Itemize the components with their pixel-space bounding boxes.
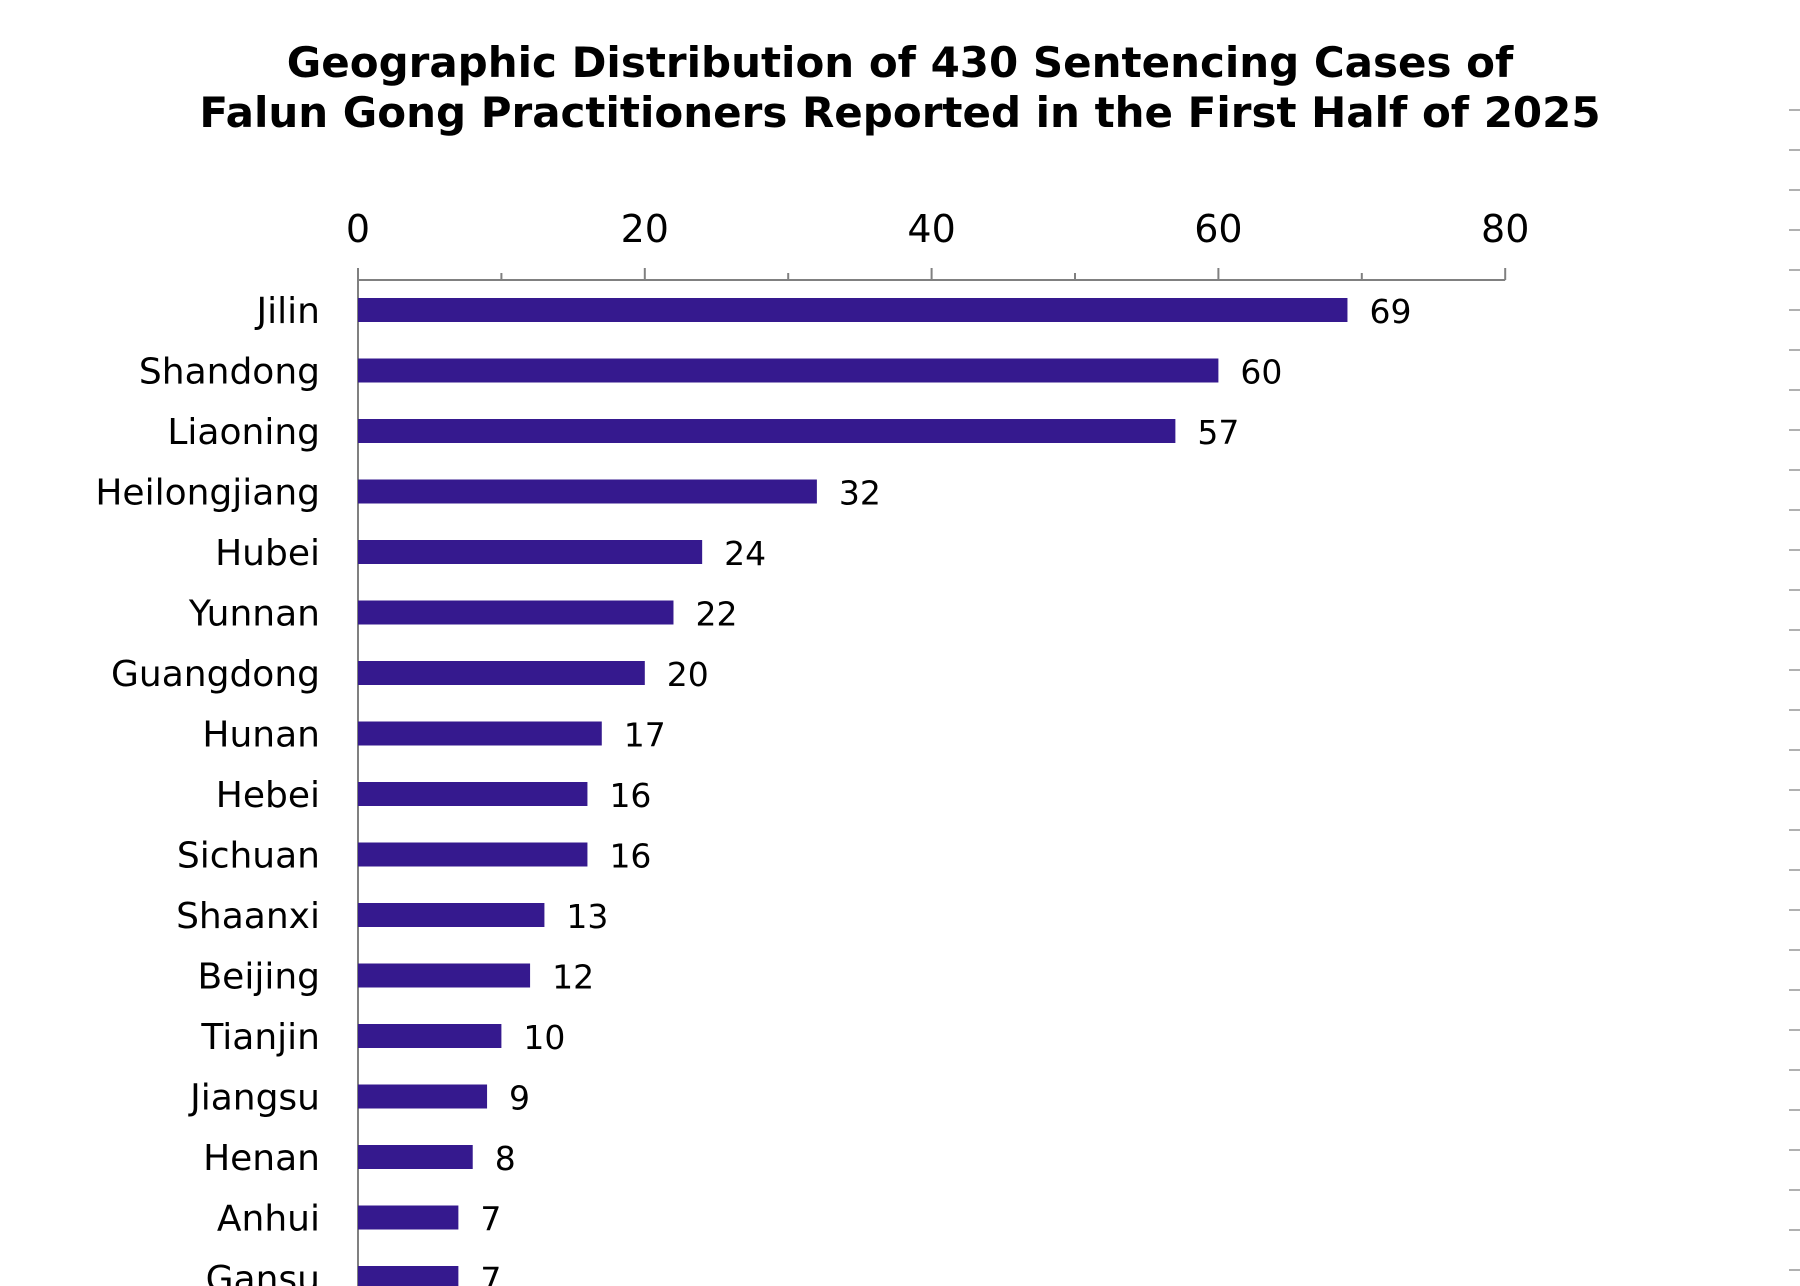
right-edge-ticks <box>1789 109 1800 1271</box>
category-label: Hebei <box>216 775 320 816</box>
data-label: 9 <box>509 1079 530 1118</box>
data-label: 7 <box>480 1260 501 1286</box>
category-label: Anhui <box>217 1199 320 1240</box>
data-label: 7 <box>480 1200 501 1239</box>
data-label: 24 <box>724 534 766 573</box>
bar <box>358 842 588 867</box>
category-label: Guangdong <box>111 654 320 695</box>
category-label: Beijing <box>197 957 320 998</box>
data-label: 22 <box>695 595 737 634</box>
bar <box>358 540 703 564</box>
x-tick-label: 40 <box>907 207 955 251</box>
x-tick-label: 60 <box>1194 207 1242 251</box>
category-label: Sichuan <box>177 836 320 877</box>
data-label: 8 <box>495 1139 516 1178</box>
bar <box>358 1024 502 1048</box>
bar <box>358 479 817 504</box>
chart-title: Geographic Distribution of 430 Sentencin… <box>0 38 1800 138</box>
bar <box>358 358 1219 383</box>
category-label: Tianjin <box>200 1017 320 1058</box>
chart-title-line-2: Falun Gong Practitioners Reported in the… <box>199 88 1601 137</box>
bar <box>358 1205 459 1230</box>
category-label: Jiangsu <box>188 1078 320 1119</box>
x-axis: 0 20 40 60 80 <box>346 207 1529 1286</box>
x-tick-label: 80 <box>1481 207 1529 251</box>
bar <box>358 298 1348 322</box>
category-label: Yunnan <box>188 594 320 635</box>
category-label: Heilongjiang <box>95 473 320 514</box>
category-label: Hunan <box>202 715 320 756</box>
data-label: 20 <box>667 655 709 694</box>
bar <box>358 661 645 685</box>
data-label: 69 <box>1369 292 1411 331</box>
category-label: Henan <box>203 1138 320 1179</box>
x-tick-label: 20 <box>621 207 669 251</box>
bar <box>358 1084 488 1109</box>
chart-title-line-1: Geographic Distribution of 430 Sentencin… <box>286 38 1514 87</box>
bar <box>358 1145 473 1169</box>
bar <box>358 1266 459 1286</box>
category-label: Shandong <box>139 352 320 393</box>
data-label: 10 <box>523 1018 565 1057</box>
bar <box>358 903 545 927</box>
data-label: 16 <box>609 776 651 815</box>
bar <box>358 782 588 806</box>
data-label: 16 <box>609 837 651 876</box>
bars-group <box>358 298 1348 1286</box>
data-label: 12 <box>552 958 594 997</box>
data-label: 57 <box>1197 413 1239 452</box>
data-label: 17 <box>624 716 666 755</box>
data-label: 32 <box>839 474 881 513</box>
category-label: Shaanxi <box>176 896 320 937</box>
x-tick-label: 0 <box>346 207 370 251</box>
category-label: Gansu <box>206 1259 320 1286</box>
bar <box>358 419 1176 443</box>
bar <box>358 721 602 746</box>
data-label: 13 <box>566 897 608 936</box>
bar <box>358 600 674 625</box>
data-label: 60 <box>1240 353 1282 392</box>
labels-group: Jilin 69 Shandong 60 Liaoning 57 Heilongjiang 3… <box>95 291 1411 1286</box>
category-label: Jilin <box>255 291 320 332</box>
category-label: Liaoning <box>167 412 320 453</box>
bar <box>358 963 531 988</box>
category-label: Hubei <box>215 533 320 574</box>
